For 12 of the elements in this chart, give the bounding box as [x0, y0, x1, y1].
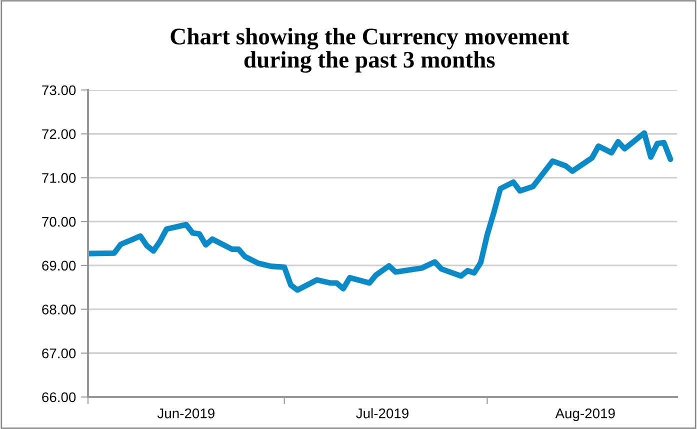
y-tick-label: 69.00	[42, 260, 76, 271]
x-tick-label: Aug-2019	[555, 408, 615, 422]
y-tick-label: 66.00	[42, 392, 76, 402]
y-tick-label: 71.00	[42, 173, 76, 183]
y-tick-label: 70.00	[42, 216, 76, 227]
x-tick-label: Jun-2019	[157, 408, 214, 418]
chart-title: Chart showing the Currency movement during the past 3 months	[170, 28, 570, 73]
y-tick-label: 72.00	[42, 129, 76, 140]
y-tick-label: 67.00	[42, 348, 76, 358]
x-tick-label: Jul-2019	[356, 408, 408, 418]
y-tick-label: 68.00	[42, 304, 76, 314]
y-tick-label: 73.00	[42, 85, 76, 96]
